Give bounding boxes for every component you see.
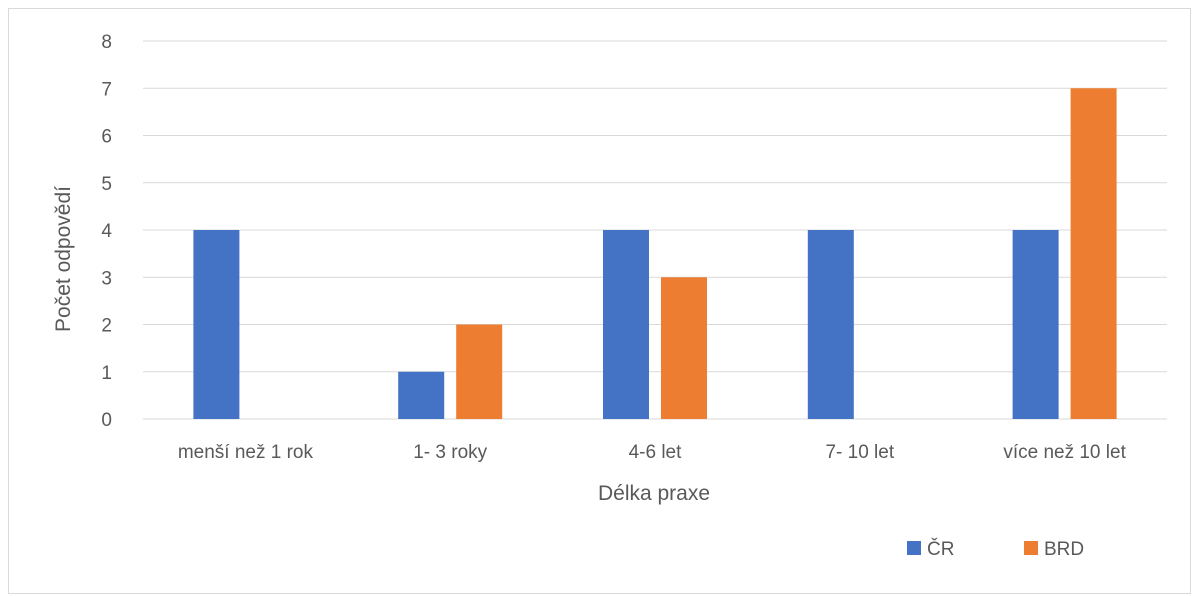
y-tick-label: 3 [101,268,112,289]
y-tick-label: 2 [101,316,112,337]
x-axis-title: Délka praxe [598,482,710,505]
x-tick-label: 1- 3 roky [413,442,487,463]
bar-r-2 [398,371,445,419]
y-axis-title: Počet odpovědí [52,186,75,332]
x-tick-label: 4-6 let [629,442,683,463]
bars [193,88,1117,419]
gridlines [143,40,1167,420]
x-axis-tick-labels: menší než 1 rok 1- 3 roky 4-6 let 7- 10 let… [178,442,1127,463]
y-axis-tick-labels: 0 1 2 3 4 5 6 7 8 [101,32,112,431]
y-tick-label: 0 [101,410,112,431]
legend-label: ČR [927,538,954,560]
y-tick-label: 7 [101,79,112,100]
y-tick-label: 8 [101,32,112,53]
bar-brd-2 [456,324,503,419]
bar-brd-5 [1070,88,1117,419]
bar-r-3 [603,230,649,419]
legend: ČR BRD [907,538,1084,560]
bar-r-4 [807,230,854,419]
x-tick-label: menší než 1 rok [178,442,314,463]
bar-r-5 [1012,230,1059,419]
legend-swatch [907,541,921,555]
bar-r-1 [193,230,240,419]
legend-label: BRD [1044,539,1084,560]
y-tick-label: 5 [101,174,112,195]
bar-brd-3 [661,277,707,419]
x-tick-label: 7- 10 let [825,442,894,463]
y-tick-label: 1 [101,363,112,384]
x-tick-label: více než 10 let [1003,442,1126,463]
y-tick-label: 4 [101,221,112,242]
legend-swatch [1024,541,1038,555]
y-tick-label: 6 [101,127,112,148]
